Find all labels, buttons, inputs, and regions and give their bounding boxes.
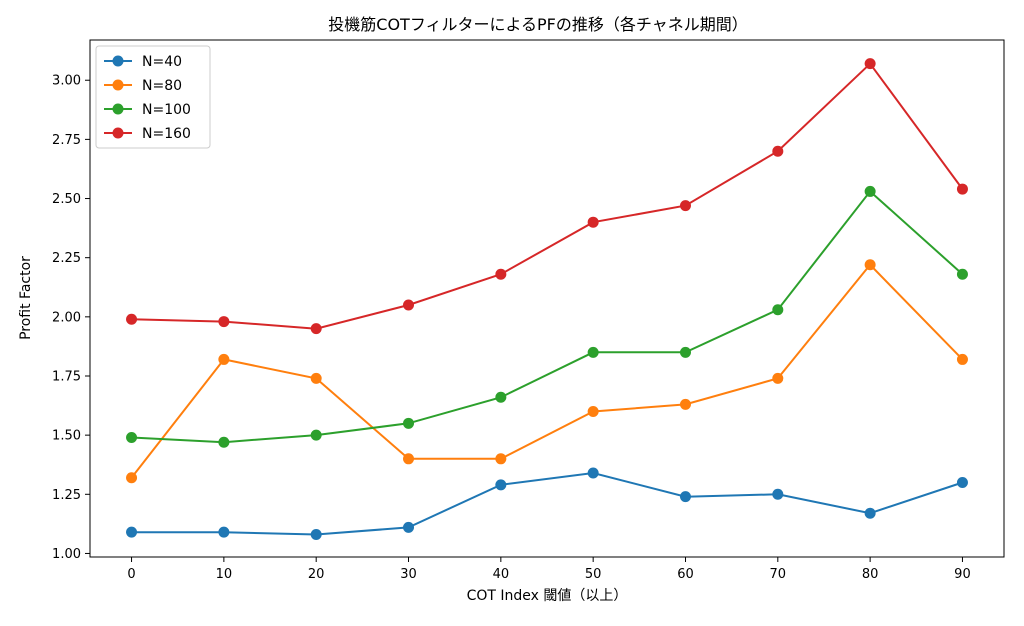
y-tick-label: 2.50 (52, 192, 81, 207)
x-tick-label: 90 (954, 567, 971, 582)
legend-item: N=160 (104, 126, 191, 142)
legend-label: N=80 (142, 78, 182, 94)
legend-label: N=40 (142, 54, 182, 70)
legend: N=40 N=80 N=100 N=160 (95, 45, 211, 149)
x-axis: 0 10 20 30 40 50 60 70 80 90 (127, 557, 971, 582)
data-point (310, 429, 322, 441)
x-tick-label: 10 (216, 567, 233, 582)
x-tick-label: 20 (308, 567, 325, 582)
series-line-n80 (130, 263, 964, 479)
data-point (495, 268, 507, 280)
series-n40 (126, 467, 968, 541)
data-point (495, 453, 507, 465)
data-point (864, 259, 876, 271)
legend-item: N=80 (104, 78, 182, 94)
x-axis-label: COT Index 閾値（以上） (467, 588, 628, 604)
plot-area (89, 39, 1005, 558)
data-point (772, 304, 784, 316)
data-point (956, 476, 968, 488)
data-point (310, 372, 322, 384)
y-tick-label: 1.00 (52, 547, 81, 562)
legend-box (95, 45, 211, 149)
x-tick-label: 60 (677, 567, 694, 582)
data-point (403, 521, 415, 533)
x-tick-label: 30 (400, 567, 417, 582)
data-point (956, 268, 968, 280)
x-tick-label: 50 (585, 567, 602, 582)
legend-item: N=40 (104, 54, 182, 70)
data-point (772, 488, 784, 500)
series-line-n100 (131, 189, 964, 444)
y-tick-label: 1.25 (52, 488, 81, 503)
legend-item: N=100 (104, 102, 191, 118)
legend-label: N=100 (142, 102, 191, 118)
legend-label: N=160 (142, 126, 191, 142)
data-point (403, 299, 415, 311)
x-tick-label: 0 (127, 567, 135, 582)
series-n80 (126, 259, 968, 484)
data-point (403, 417, 415, 429)
series-n100 (126, 185, 968, 448)
legend-marker (112, 127, 124, 139)
data-point (126, 432, 138, 444)
data-point (587, 405, 599, 417)
y-axis-label: Profit Factor (18, 256, 34, 340)
y-tick-label: 1.50 (52, 429, 81, 444)
data-point (218, 526, 230, 538)
series-line-n40 (131, 471, 963, 536)
data-point (126, 526, 138, 538)
y-tick-label: 2.25 (52, 251, 81, 266)
y-axis: 1.00 1.25 1.50 1.75 2.00 2.25 2.50 2.75 3.00 (52, 74, 90, 562)
y-tick-label: 2.75 (52, 133, 81, 148)
data-point (772, 372, 784, 384)
series-layer (126, 58, 968, 541)
data-point (126, 472, 138, 484)
data-point (956, 183, 968, 195)
legend-marker (112, 103, 124, 115)
data-point (587, 346, 599, 358)
data-point (679, 200, 691, 212)
x-tick-label: 80 (862, 567, 879, 582)
data-point (864, 507, 876, 519)
chart-title: 投機筋COTフィルターによるPFの推移（各チャネル期間） (328, 15, 747, 34)
series-line-n160 (131, 62, 964, 330)
y-tick-label: 2.00 (52, 310, 81, 325)
data-point (403, 453, 415, 465)
data-point (218, 316, 230, 328)
data-point (864, 58, 876, 70)
y-tick-label: 3.00 (52, 74, 81, 89)
data-point (587, 467, 599, 479)
data-point (772, 145, 784, 157)
data-point (310, 323, 322, 335)
data-point (679, 398, 691, 410)
data-point (679, 491, 691, 503)
series-n160 (126, 58, 968, 335)
legend-marker (112, 79, 124, 91)
data-point (864, 185, 876, 197)
legend-marker (112, 55, 124, 67)
data-point (495, 479, 507, 491)
data-point (126, 313, 138, 325)
y-tick-label: 1.75 (52, 369, 81, 384)
data-point (218, 436, 230, 448)
data-point (956, 353, 968, 365)
data-point (587, 216, 599, 228)
x-tick-label: 40 (493, 567, 510, 582)
data-point (495, 391, 507, 403)
x-tick-label: 70 (770, 567, 787, 582)
data-point (310, 529, 322, 541)
data-point (679, 346, 691, 358)
data-point (218, 353, 230, 365)
